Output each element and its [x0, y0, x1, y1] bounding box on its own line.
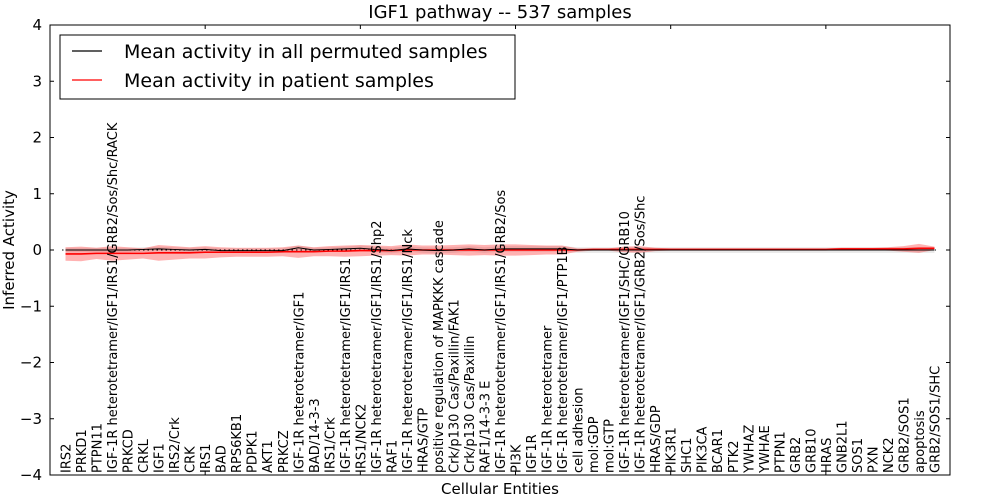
x-tick-label: IGF1R: [525, 434, 540, 473]
x-tick-label: PRKD1: [75, 429, 90, 473]
x-tick-label: PTK2: [727, 440, 742, 473]
x-tick-label: YWHAZ: [742, 425, 757, 474]
x-tick-label: HRAS: [820, 438, 835, 473]
x-tick-label: BCAR1: [711, 429, 726, 473]
x-tick-label: IGF-1R heterotetramer/IGF1/IRS1/GRB2/Sos…: [106, 122, 121, 473]
x-tick-label: cell adhesion: [572, 387, 587, 473]
y-tick-label: 2: [32, 129, 42, 147]
chart-title: IGF1 pathway -- 537 samples: [368, 2, 631, 23]
y-tick-label: −2: [20, 354, 42, 372]
x-tick-label: IRS2: [60, 444, 75, 473]
x-tick-label: IGF-1R heterotetramer/IGF1/SHC/GRB10: [618, 211, 633, 473]
x-tick-label: BAD/14-3-3: [308, 398, 323, 473]
x-tick-label: SOS1: [851, 438, 866, 473]
x-tick-label: CRKL: [137, 438, 152, 473]
y-tick-label: −4: [20, 466, 42, 484]
x-tick-label: GRB2/SOS1: [897, 397, 912, 473]
x-tick-label: PRKCD: [122, 429, 137, 473]
x-tick-label: positive regulation of MAPKKK cascade: [432, 220, 447, 473]
x-tick-label: PXN: [866, 447, 881, 473]
x-tick-label: GNB2L1: [835, 420, 850, 473]
x-tick-label: IGF-1R heterotetramer: [541, 325, 556, 473]
y-axis-label: Inferred Activity: [0, 190, 18, 310]
x-tick-label: IRS2/Crk: [168, 417, 183, 473]
x-tick-label: HRAS/GDP: [649, 405, 664, 473]
x-tick-label: GRB10: [804, 428, 819, 473]
x-tick-label: RAF1/14-3-3 E: [478, 381, 493, 473]
x-tick-label: IGF-1R heterotetramer/IGF1/IRS1/Nck: [401, 229, 416, 473]
y-tick-label: 3: [32, 72, 42, 90]
x-tick-label: GRB2: [789, 437, 804, 473]
y-tick-label: 0: [32, 241, 42, 259]
legend-label-permuted: Mean activity in all permuted samples: [124, 41, 487, 63]
y-tick-label: 1: [32, 185, 42, 203]
x-tick-label: HRAS/GTP: [416, 408, 431, 473]
x-tick-label: IGF1: [153, 443, 168, 473]
x-tick-label: IRS1/NCK2: [354, 404, 369, 473]
x-tick-label: IGF-1R heterotetramer/IGF1/PTP1B: [556, 246, 571, 473]
legend-label-patient: Mean activity in patient samples: [124, 70, 434, 92]
x-axis-label: Cellular Entities: [441, 480, 559, 498]
x-tick-label: IGF-1R heterotetramer/IGF1: [292, 292, 307, 473]
x-tick-label: GRB2/SOS1/SHC: [928, 366, 943, 473]
x-tick-label: IGF-1R heterotetramer/IGF1/IRS1: [339, 258, 354, 473]
x-tick-label: PDPK1: [246, 431, 261, 474]
x-tick-label: RAF1: [385, 440, 400, 473]
y-tick-label: 4: [32, 16, 42, 34]
x-tick-label: CRK: [184, 446, 199, 473]
x-tick-label: IGF-1R heterotetramer/IGF1/IRS1/Shp2: [370, 220, 385, 473]
x-tick-label: IGF-1R heterotetramer/IGF1/IRS1/GRB2/Sos: [494, 190, 509, 473]
x-tick-label: PIK3R1: [665, 427, 680, 473]
x-tick-label: PTPN1: [773, 431, 788, 473]
x-tick-label: mol:GDP: [587, 416, 602, 473]
x-tick-label: RPS6KB1: [230, 414, 245, 473]
x-tick-label: YWHAE: [758, 425, 773, 474]
x-tick-label: BAD: [215, 445, 230, 473]
x-tick-label: PRKCZ: [277, 430, 292, 473]
x-tick-label: IRS1/Crk: [323, 417, 338, 473]
x-tick-label: PTPN11: [91, 423, 106, 473]
x-tick-label: PIK3CA: [696, 426, 711, 473]
x-tick-label: mol:GTP: [603, 419, 618, 473]
x-tick-label: Crk/p130 Cas/Paxillin/FAK1: [447, 299, 462, 473]
legend: Mean activity in all permuted samples Me…: [60, 35, 515, 99]
x-tick-label: AKT1: [261, 440, 276, 473]
y-tick-label: −1: [20, 297, 42, 315]
y-tick-label: −3: [20, 410, 42, 428]
x-tick-label: NCK2: [882, 437, 897, 473]
x-tick-label: SHC1: [680, 438, 695, 473]
x-tick-label: Crk/p130 Cas/Paxillin: [463, 336, 478, 473]
x-tick-label: apoptosis: [913, 410, 928, 473]
x-tick-label: IRS1: [199, 444, 214, 473]
x-tick-label: PI3K: [510, 444, 525, 473]
x-tick-label: IGF-1R heterotetramer/IGF1/GRB2/Sos/Shc: [634, 196, 649, 473]
